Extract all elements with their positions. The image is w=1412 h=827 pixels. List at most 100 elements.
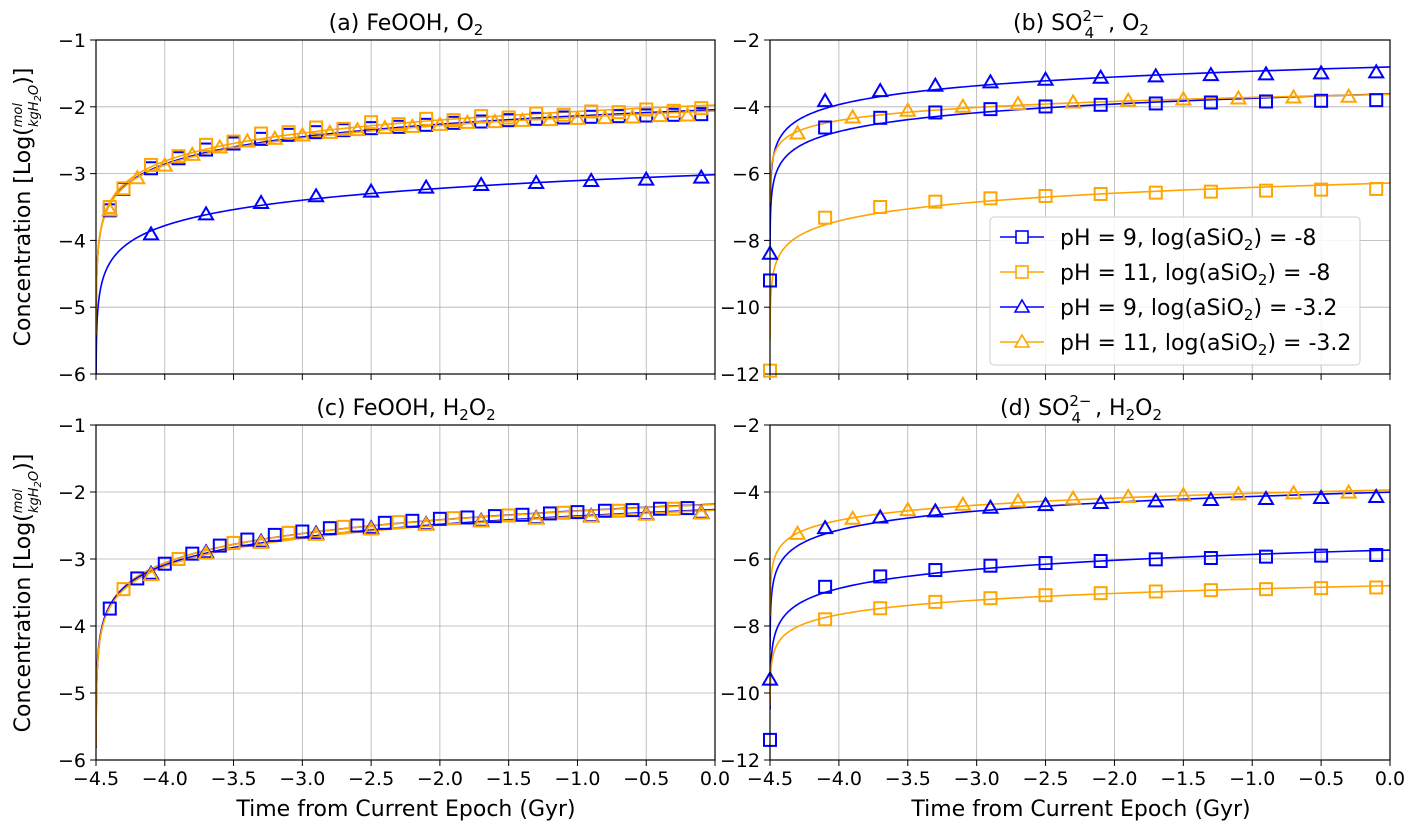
data-point-triangle [431, 115, 449, 131]
data-point-triangle [403, 117, 422, 133]
y-tick-label: −2 [58, 97, 86, 119]
data-point-triangle [183, 145, 202, 161]
data-point-triangle [816, 519, 834, 535]
data-point-square [1093, 186, 1108, 201]
data-point-square [501, 110, 516, 125]
data-point-square [309, 120, 324, 135]
data-point-square [556, 107, 571, 122]
data-point-triangle [513, 111, 532, 127]
data-point-square [597, 503, 612, 518]
series-line-2 [96, 104, 715, 338]
data-point-square [542, 506, 557, 521]
data-point-triangle [1257, 490, 1275, 506]
data-point-square [652, 501, 667, 516]
data-point-square [171, 552, 186, 566]
series-line-3 [770, 66, 1390, 224]
x-tick-label: −1.5 [1160, 768, 1206, 790]
x-tick-label: −2.0 [417, 768, 463, 790]
data-point-square [1369, 93, 1384, 108]
y-tick-label: −6 [58, 750, 86, 772]
panel-d-title: (d) SO2− 4, H2O2 [1000, 392, 1162, 427]
data-point-triangle [307, 187, 325, 203]
data-point-triangle [486, 113, 504, 129]
data-point-square [1148, 185, 1163, 200]
data-point-square [391, 515, 406, 530]
data-point-square [625, 503, 640, 518]
data-point-triangle [651, 107, 669, 123]
data-point-square [336, 519, 351, 534]
series-line-3 [96, 508, 715, 740]
data-point-square [1038, 588, 1053, 603]
y-tick-label: −2 [732, 415, 760, 437]
data-point-triangle [1147, 67, 1165, 83]
data-point-square [928, 594, 943, 609]
y-tick-label: −5 [58, 683, 86, 705]
data-point-square [529, 106, 544, 121]
y-tick-label: −8 [732, 616, 760, 638]
data-point-triangle [816, 92, 834, 108]
data-point-triangle [788, 524, 807, 540]
x-tick-label: −3.5 [885, 768, 931, 790]
legend: pH = 9, log(aSiO2) = -8 pH = 11, log(aSi… [989, 216, 1361, 366]
data-point-triangle [1202, 491, 1220, 507]
data-point-square [1369, 181, 1384, 196]
data-point-triangle [541, 111, 559, 127]
x-tick-label: −1.0 [1229, 768, 1275, 790]
data-point-triangle [362, 520, 380, 536]
data-point-triangle [1202, 66, 1220, 82]
data-point-square [1369, 580, 1384, 595]
x-axis-label-left: Time from Current Epoch (Gyr) [235, 797, 575, 822]
data-point-square [295, 524, 310, 539]
data-point-triangle [472, 512, 490, 528]
axes-frame [769, 424, 1391, 761]
data-point-square [873, 601, 888, 616]
data-point-square [212, 538, 227, 553]
data-point-triangle [596, 109, 614, 125]
data-point-triangle [321, 123, 339, 139]
data-point-square [185, 546, 200, 561]
plot-area [96, 104, 715, 374]
x-tick-label: −4.5 [73, 768, 119, 790]
data-point-square [818, 612, 833, 627]
svg-text:Concentration [Log(molkgH2O)]: Concentration [Log(molkgH2O)] [11, 454, 44, 733]
data-point-triangle [252, 194, 270, 209]
data-point-square [611, 105, 626, 120]
legend-entry-1: pH = 9, log(aSiO2) = -8 [1000, 226, 1316, 254]
data-point-square [1203, 583, 1218, 598]
data-point-square [144, 157, 159, 172]
x-tick-label: −4.0 [816, 768, 862, 790]
data-point-square [1038, 556, 1053, 571]
data-point-square [364, 115, 379, 130]
data-point-triangle [307, 525, 325, 541]
data-point-square [1259, 582, 1273, 597]
data-point-triangle [623, 108, 642, 124]
y-tick-label: −3 [58, 549, 86, 571]
panel-a-title: (a) FeOOH, O2 [329, 11, 484, 39]
data-point-square [487, 509, 502, 524]
data-point-triangle [1229, 89, 1248, 105]
y-tick-label: −12 [720, 364, 760, 386]
data-point-square [226, 535, 241, 550]
data-point-square [873, 200, 888, 214]
data-point-square [694, 101, 709, 116]
axes-frame [95, 39, 716, 375]
data-point-square [1369, 547, 1384, 562]
panel-b: (b) SO2− 4, O2 −12 −10 −8 −6 −4 −2 [720, 7, 1391, 386]
data-point-square [680, 501, 695, 516]
data-point-triangle [101, 201, 119, 217]
data-point-triangle [1257, 65, 1275, 81]
data-point-triangle [238, 132, 257, 148]
data-point-square [102, 601, 117, 616]
data-point-triangle [293, 126, 312, 142]
data-point-triangle [582, 507, 600, 523]
data-point-triangle [1339, 483, 1358, 499]
data-point-square [102, 200, 117, 214]
data-point-triangle [1174, 486, 1193, 502]
series-line-1 [96, 108, 715, 336]
y-tick-label: −6 [732, 164, 760, 186]
data-point-triangle [1119, 91, 1137, 107]
data-point-triangle [458, 113, 477, 129]
data-point-triangle [142, 225, 160, 241]
y-tick-label: −10 [720, 683, 760, 705]
data-point-triangle [1174, 90, 1193, 106]
